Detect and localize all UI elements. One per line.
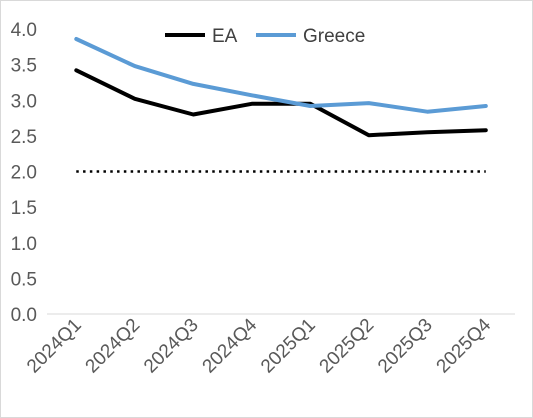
y-tick-label: 1.0 [11,234,37,255]
y-tick-label: 2.5 [11,127,37,148]
x-tick-label: 2025Q1 [257,315,320,378]
legend-label-ea: EA [212,26,238,47]
x-tick-label: 2024Q3 [140,315,203,378]
y-tick-label: 1.5 [11,198,37,219]
y-tick-label: 3.0 [11,91,37,112]
y-tick-label: 0.0 [11,305,37,326]
x-tick-label: 2025Q3 [374,315,437,378]
y-axis-ticks: 0.0 0.5 1.0 1.5 2.0 2.5 3.0 3.5 4.0 [11,20,37,326]
series-line-ea [74,68,488,138]
x-tick-label: 2024Q2 [82,315,145,378]
x-tick-label: 2025Q4 [433,314,496,377]
legend-label-greece: Greece [303,26,365,47]
series-line-greece [74,37,488,114]
series-lines [74,37,488,138]
x-tick-label: 2025Q2 [316,315,379,378]
y-tick-label: 0.5 [11,269,37,290]
y-tick-label: 3.5 [11,56,37,77]
y-tick-label: 4.0 [11,20,37,41]
x-axis-ticks: 2024Q12024Q22024Q32024Q42025Q12025Q22025… [23,314,495,377]
x-tick-label: 2024Q4 [199,314,262,377]
legend: EA Greece [165,26,365,47]
y-tick-label: 2.0 [11,163,37,184]
